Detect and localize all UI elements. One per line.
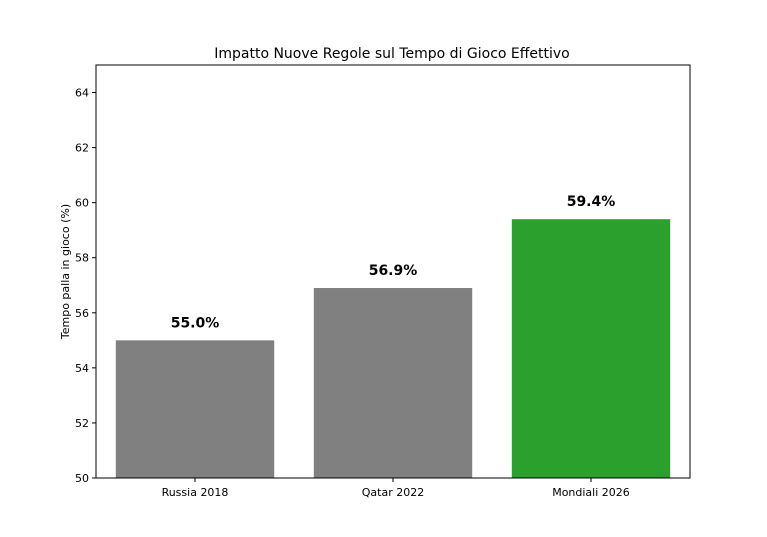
x-tick-label: Russia 2018	[162, 486, 229, 499]
data-label: 55.0%	[171, 315, 220, 331]
y-tick-label: 52	[75, 417, 89, 430]
bar	[115, 340, 275, 478]
y-tick-label: 60	[75, 197, 89, 210]
bar	[511, 219, 671, 479]
y-tick-label: 58	[75, 252, 89, 265]
y-axis: 50 52 54 56 58 60 62 64	[75, 87, 96, 485]
data-label: 56.9%	[369, 263, 418, 279]
y-axis-label: Tempo palla in gioco (%)	[59, 204, 72, 340]
bar	[313, 288, 473, 478]
bars-group: 55.0% 56.9% 59.4%	[115, 194, 671, 479]
y-tick-label: 50	[75, 472, 89, 485]
y-tick-label: 64	[75, 87, 89, 100]
x-tick-label: Qatar 2022	[362, 486, 424, 499]
plot-frame	[95, 64, 691, 479]
y-tick-label: 56	[75, 307, 89, 320]
data-label: 59.4%	[567, 194, 616, 210]
y-tick-label: 62	[75, 142, 89, 155]
y-tick-label: 54	[75, 362, 89, 375]
x-axis: Russia 2018 Qatar 2022 Mondiali 2026	[162, 478, 630, 499]
chart-title: Impatto Nuove Regole sul Tempo di Gioco …	[214, 46, 570, 62]
x-tick-label: Mondiali 2026	[552, 486, 630, 499]
